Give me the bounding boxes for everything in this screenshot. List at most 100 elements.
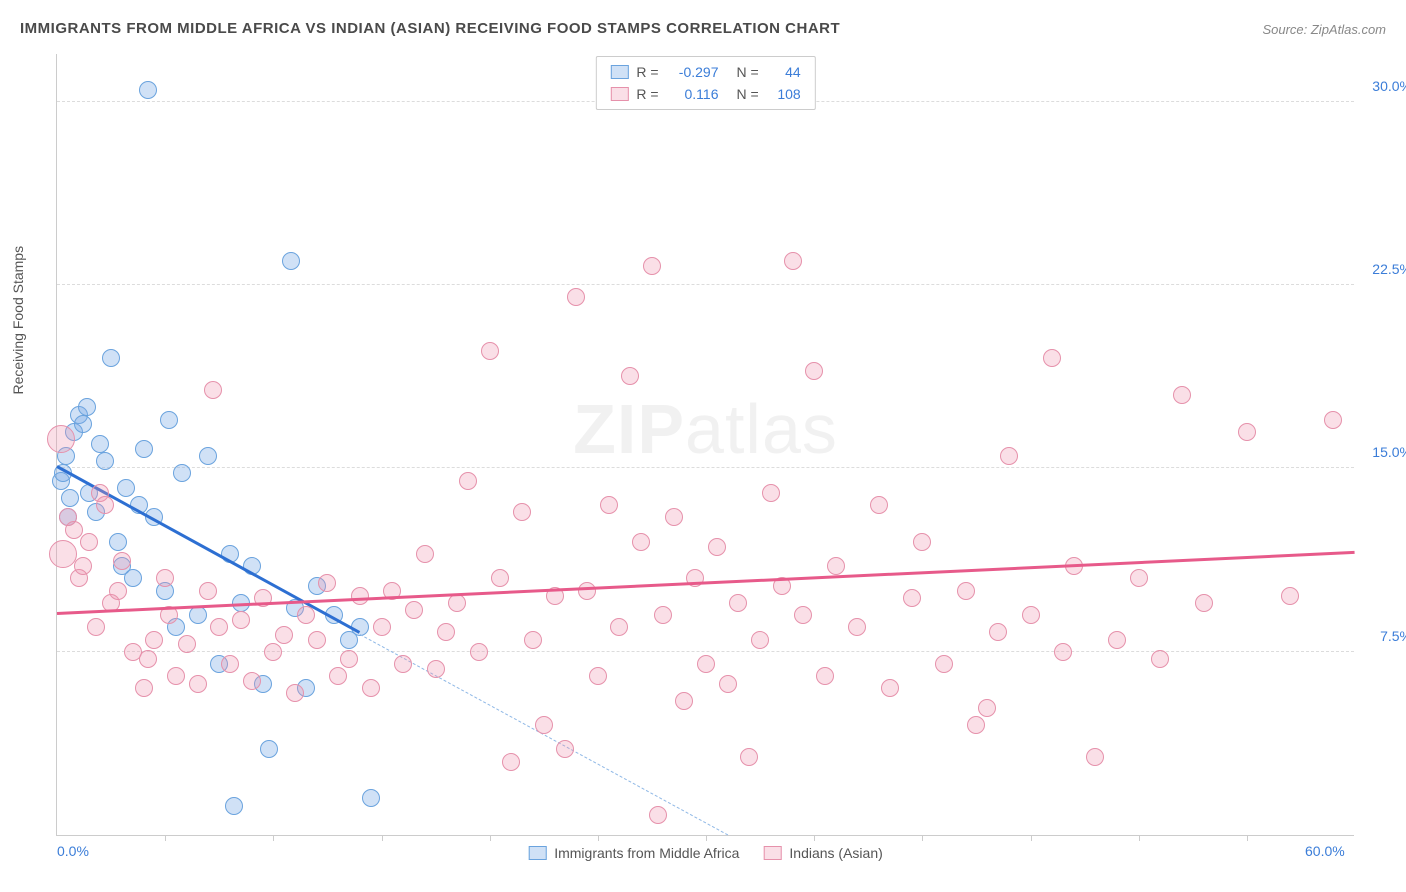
data-point [719, 675, 737, 693]
data-point [199, 582, 217, 600]
n-value: 44 [767, 61, 801, 83]
data-point [373, 618, 391, 636]
data-point [675, 692, 693, 710]
data-point [1173, 386, 1191, 404]
data-point [578, 582, 596, 600]
data-point [96, 496, 114, 514]
r-label: R = [636, 83, 658, 105]
data-point [189, 606, 207, 624]
x-tick-label: 0.0% [57, 843, 89, 859]
x-tick-label: 60.0% [1305, 843, 1345, 859]
data-point [654, 606, 672, 624]
data-point [160, 411, 178, 429]
legend-swatch [528, 846, 546, 860]
data-point [109, 582, 127, 600]
data-point [665, 508, 683, 526]
data-point [109, 533, 127, 551]
data-point [351, 587, 369, 605]
data-point [260, 740, 278, 758]
data-point [394, 655, 412, 673]
x-tick-mark [814, 835, 815, 841]
data-point [1108, 631, 1126, 649]
data-point [556, 740, 574, 758]
data-point [794, 606, 812, 624]
data-point [329, 667, 347, 685]
data-point [221, 655, 239, 673]
data-point [124, 569, 142, 587]
data-point [74, 415, 92, 433]
y-tick-label: 30.0% [1362, 78, 1406, 94]
data-point [600, 496, 618, 514]
data-point [1281, 587, 1299, 605]
y-axis-label: Receiving Food Stamps [10, 246, 26, 395]
data-point [784, 252, 802, 270]
data-point [589, 667, 607, 685]
gridline [57, 284, 1354, 285]
data-point [1238, 423, 1256, 441]
data-point [427, 660, 445, 678]
data-point [437, 623, 455, 641]
data-point [102, 349, 120, 367]
data-point [308, 631, 326, 649]
y-tick-label: 15.0% [1362, 444, 1406, 460]
data-point [967, 716, 985, 734]
data-point [708, 538, 726, 556]
data-point [470, 643, 488, 661]
data-point [286, 684, 304, 702]
data-point [751, 631, 769, 649]
x-tick-mark [382, 835, 383, 841]
data-point [318, 574, 336, 592]
data-point [145, 631, 163, 649]
data-point [61, 489, 79, 507]
legend-swatch [610, 65, 628, 79]
data-point [1151, 650, 1169, 668]
chart-title: IMMIGRANTS FROM MIDDLE AFRICA VS INDIAN … [20, 20, 840, 37]
data-point [340, 650, 358, 668]
legend-swatch [763, 846, 781, 860]
y-tick-label: 7.5% [1362, 628, 1406, 644]
data-point [91, 435, 109, 453]
legend-row: R =0.116N =108 [610, 83, 800, 105]
r-label: R = [636, 61, 658, 83]
gridline [57, 467, 1354, 468]
x-tick-mark [598, 835, 599, 841]
data-point [199, 447, 217, 465]
data-point [697, 655, 715, 673]
data-point [1000, 447, 1018, 465]
y-tick-label: 22.5% [1362, 261, 1406, 277]
data-point [135, 440, 153, 458]
x-tick-mark [1139, 835, 1140, 841]
data-point [1054, 643, 1072, 661]
data-point [632, 533, 650, 551]
data-point [903, 589, 921, 607]
data-point [1022, 606, 1040, 624]
data-point [957, 582, 975, 600]
data-point [1195, 594, 1213, 612]
data-point [113, 552, 131, 570]
data-point [649, 806, 667, 824]
data-point [243, 672, 261, 690]
x-tick-mark [490, 835, 491, 841]
data-point [881, 679, 899, 697]
legend-row: R =-0.297N =44 [610, 61, 800, 83]
data-point [416, 545, 434, 563]
data-point [78, 398, 96, 416]
data-point [1324, 411, 1342, 429]
data-point [762, 484, 780, 502]
data-point [989, 623, 1007, 641]
data-point [610, 618, 628, 636]
data-point [740, 748, 758, 766]
data-point [173, 464, 191, 482]
data-point [65, 521, 83, 539]
legend-label: Immigrants from Middle Africa [554, 845, 739, 861]
data-point [139, 81, 157, 99]
legend-item: Immigrants from Middle Africa [528, 845, 739, 861]
source-attribution: Source: ZipAtlas.com [1262, 22, 1386, 37]
data-point [1086, 748, 1104, 766]
data-point [481, 342, 499, 360]
data-point [1130, 569, 1148, 587]
x-tick-mark [706, 835, 707, 841]
data-point [87, 618, 105, 636]
data-point [96, 452, 114, 470]
data-point [459, 472, 477, 490]
